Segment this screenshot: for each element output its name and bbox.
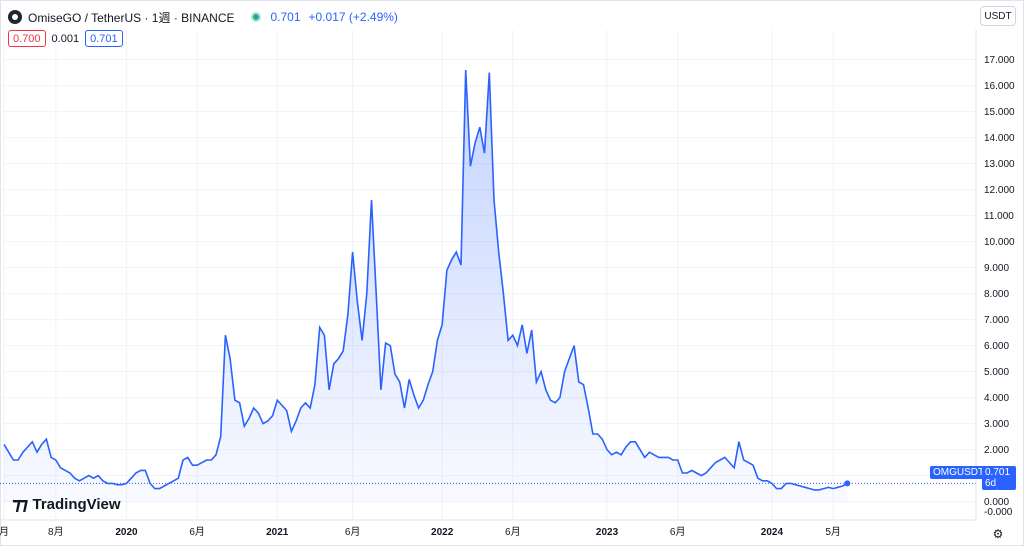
price-tick-label: 10.000 (984, 237, 1015, 248)
bar-countdown: 6d 23h (985, 478, 1002, 500)
price-tick-label: 16.000 (984, 81, 1015, 92)
symbol-title[interactable]: OmiseGO / TetherUS · 1週 · BINANCE (28, 10, 235, 25)
time-tick-label: 2020 (115, 527, 138, 538)
price-axis[interactable]: 17.000 16.000 15.000 14.000 13.000 12.000 11.0… (984, 55, 1015, 518)
spread-value: 0.001 (51, 32, 80, 45)
time-tick-label: 2024 (761, 527, 784, 538)
tradingview-wordmark: TradingView (32, 496, 121, 513)
chart-header: OmiseGO / TetherUS · 1週 · BINANCE 0.701 … (8, 8, 398, 26)
price-tick-label: 5.000 (984, 367, 1009, 378)
price-tick-label: -0.000 (984, 507, 1013, 518)
time-tick-label: 月 (0, 526, 9, 538)
tradingview-mark-icon: ⁊⁊ (12, 494, 29, 514)
last-price-tag: 0.701 6d 23h (982, 466, 1016, 500)
price-tick-label: 6.000 (984, 341, 1009, 352)
price-tick-label: 2.000 (984, 445, 1009, 456)
time-tick-label: 6月 (505, 526, 521, 538)
time-tick-label: 8月 (48, 526, 64, 538)
price-tick-label: 9.000 (984, 263, 1009, 274)
price-tick-label: 13.000 (984, 159, 1015, 170)
market-status-icon (250, 12, 261, 22)
time-tick-label: 2022 (431, 527, 454, 538)
price-area-fill (4, 70, 848, 502)
symbol-price-label: OMGUSDT (930, 466, 988, 479)
price-tick-label: 15.000 (984, 107, 1015, 118)
last-price: 0.701 (270, 10, 301, 24)
currency-selector[interactable]: USDT (980, 6, 1016, 26)
omisego-logo-icon (8, 10, 22, 24)
gear-icon[interactable]: ⚙ (992, 527, 1004, 541)
last-price-dot (844, 480, 851, 487)
time-tick-label: 2021 (266, 527, 289, 538)
time-tick-label: 5月 (825, 526, 841, 538)
price-tick-label: 12.000 (984, 185, 1015, 196)
time-tick-label: 2023 (596, 527, 619, 538)
price-tick-label: 8.000 (984, 289, 1009, 300)
price-tick-label: 4.000 (984, 393, 1009, 404)
price-tick-label: 11.000 (984, 211, 1014, 222)
price-tick-label: 0.000 (984, 497, 1009, 508)
time-tick-label: 6月 (345, 526, 361, 538)
tradingview-logo[interactable]: ⁊⁊ TradingView (12, 494, 121, 515)
price-change: +0.017 (+2.49%) (308, 10, 398, 24)
buy-button[interactable]: 0.701 (85, 30, 123, 47)
price-line (3, 69, 848, 491)
price-tick-label: 17.000 (984, 55, 1015, 66)
sell-button[interactable]: 0.700 (8, 30, 46, 47)
price-tick-label: 14.000 (984, 133, 1015, 144)
time-tick-label: 6月 (670, 526, 686, 538)
quote-row: 0.700 0.001 0.701 (8, 30, 123, 47)
price-tick-label: 7.000 (984, 315, 1009, 326)
time-axis[interactable]: 月 8月 2020 6月 2021 6月 2022 6月 2023 6月 2024 5月 (0, 526, 841, 538)
time-tick-label: 6月 (189, 526, 205, 538)
symbol-tag: OMGUSDT (930, 466, 988, 479)
price-tick-label: 3.000 (984, 419, 1009, 430)
last-price-tag-value: 0.701 (985, 467, 1011, 478)
